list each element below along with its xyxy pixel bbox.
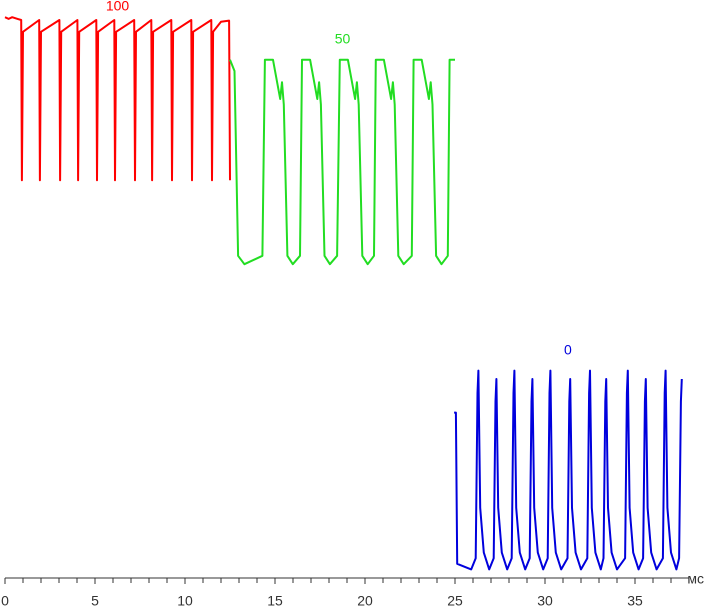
series-line xyxy=(4,16,231,182)
x-tick-label: 35 xyxy=(627,593,643,608)
x-tick-label: 25 xyxy=(447,593,463,608)
x-tick-label: 10 xyxy=(177,593,193,608)
series-line xyxy=(454,369,683,571)
x-axis-label: мс xyxy=(687,571,704,587)
x-tick-label: 0 xyxy=(1,593,9,608)
series-line xyxy=(229,58,455,266)
x-tick-label: 15 xyxy=(267,593,283,608)
series-label: 0 xyxy=(564,341,572,357)
x-tick-label: 5 xyxy=(91,593,99,608)
x-tick-label: 30 xyxy=(537,593,553,608)
x-tick-label: 20 xyxy=(357,593,373,608)
series-label: 100 xyxy=(106,0,130,14)
series-label: 50 xyxy=(335,31,351,47)
